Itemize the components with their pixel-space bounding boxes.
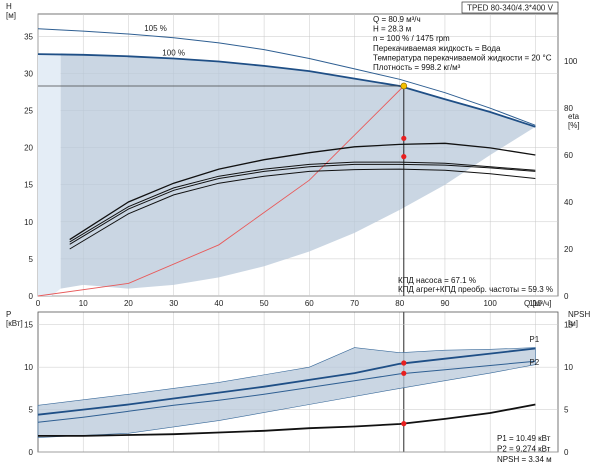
npsh-tick-label: 15	[564, 321, 573, 330]
eta-tick-label: 0	[564, 292, 569, 301]
eta-curve	[69, 168, 536, 250]
power-info-line: P1 = 10.49 кВт	[497, 434, 551, 443]
p2-label: P2	[529, 358, 539, 367]
power-point	[401, 360, 407, 366]
duty-point	[400, 82, 408, 90]
title-box	[461, 1, 559, 14]
eta-tick-label: 80	[564, 104, 573, 113]
h-axis-unit: [м]	[6, 11, 16, 20]
h-tick-label: 15	[24, 181, 33, 190]
h-tick-label: 10	[24, 218, 33, 227]
h-tick-label: 20	[24, 144, 33, 153]
p-tick-label: 5	[29, 406, 34, 415]
p-tick-label: 10	[24, 363, 33, 372]
x-tick-label: 80	[395, 299, 404, 308]
curve-105	[37, 28, 536, 126]
eta-tick-label: 100	[564, 57, 578, 66]
duty-info-line: n = 100 % / 1475 rpm	[373, 34, 450, 43]
efficiency-info-line: КПД агрег+КПД преобр. частоты = 59.3 %	[398, 285, 553, 294]
eta-tick-label: 40	[564, 198, 573, 207]
x-tick-label: 50	[260, 299, 269, 308]
p1-curve	[37, 347, 536, 416]
npsh-tick-label: 0	[564, 448, 569, 457]
x-tick-label: 100	[483, 299, 497, 308]
x-tick-label: 30	[169, 299, 178, 308]
power-info-line: P2 = 9.274 кВт	[497, 445, 551, 454]
eta-curve	[69, 161, 536, 243]
p2-curve	[37, 360, 536, 423]
title-text: TPED 80-340/4.3*400 V	[467, 4, 553, 13]
x-tick-label: 90	[441, 299, 450, 308]
npsh-axis-unit: [м]	[568, 319, 578, 328]
duty-info-line: Плотность = 998.2 кг/м³	[373, 63, 461, 72]
efficiency-info-line: КПД насоса = 67.1 %	[398, 276, 476, 285]
duty-info-line: Перекачиваемая жидкость = Вода	[373, 44, 501, 53]
npsh-curve	[38, 403, 536, 437]
power-info-line: NPSH = 3.34 м	[497, 455, 552, 464]
h-tick-label: 30	[24, 69, 33, 78]
curve-100	[37, 53, 536, 128]
x-tick-label: 40	[214, 299, 223, 308]
power-point	[401, 421, 407, 427]
x-tick-label: 0	[36, 299, 41, 308]
npsh-tick-label: 10	[564, 363, 573, 372]
x-tick-label: 20	[124, 299, 133, 308]
eta-tick-label: 60	[564, 151, 573, 160]
h-tick-label: 25	[24, 106, 33, 115]
p-axis-unit: [кВт]	[6, 319, 23, 328]
curve-105-label: 105 %	[144, 24, 167, 33]
p-tick-label: 0	[29, 448, 34, 457]
h-tick-label: 5	[29, 255, 34, 264]
duty-info-line: Q = 80.9 м³/ч	[373, 15, 421, 24]
p1-label: P1	[529, 335, 539, 344]
p-tick-label: 15	[24, 321, 33, 330]
low-flow-region	[38, 53, 61, 297]
power-band	[37, 347, 536, 438]
head-panel: 0 10 20 30 40 50 60 70 80 90 100 110 0 5 10 15 20 25 30 35 0…	[6, 1, 580, 452]
eta-point	[401, 135, 407, 141]
npsh-tick-label: 5	[564, 406, 569, 415]
power-point	[401, 370, 407, 376]
h-tick-label: 35	[24, 32, 33, 41]
duty-info-line: Температура перекачиваемой жидкости = 20…	[373, 53, 552, 62]
x-tick-label: 110	[529, 299, 542, 308]
h-tick-label: 0	[29, 292, 34, 301]
curve-100-label: 100 %	[162, 49, 185, 58]
power-panel: 0 5 10 15 0 5 10 15 P1 P2 P[кВт] NPSH[м] P1 = 10.49 …	[6, 310, 590, 464]
duty-info-line: H = 28.3 м	[373, 25, 411, 34]
x-tick-label: 60	[305, 299, 314, 308]
x-tick-label: 70	[350, 299, 359, 308]
eta-point	[401, 154, 407, 160]
eta-curve	[69, 163, 536, 245]
eta-axis-label: eta	[568, 112, 580, 121]
p-axis-label: P	[6, 310, 11, 319]
eta-tick-label: 20	[564, 245, 573, 254]
q-axis-label: Q [м³/ч]	[524, 299, 551, 308]
eta-curve	[69, 142, 536, 241]
operating-region	[60, 53, 536, 289]
x-tick-label: 10	[79, 299, 88, 308]
npsh-axis-label: NPSH	[568, 310, 590, 319]
h-axis-label: H	[6, 2, 12, 11]
eta-axis-unit: [%]	[568, 121, 580, 130]
